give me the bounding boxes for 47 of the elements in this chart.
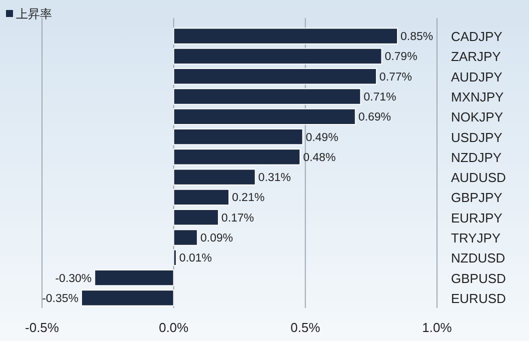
legend: 上昇率 xyxy=(6,7,52,21)
y-tick-label: EURUSD xyxy=(451,290,506,306)
y-tick-label: NZDJPY xyxy=(451,150,502,165)
y-tick-label: EURJPY xyxy=(451,210,503,226)
y-tick-label: ZARJPY xyxy=(451,49,502,64)
y-tick-label: AUDUSD xyxy=(451,170,506,186)
bar xyxy=(173,28,398,44)
bar xyxy=(173,88,362,105)
bar xyxy=(173,68,377,85)
bar xyxy=(173,48,382,65)
y-tick-label: NOKJPY xyxy=(451,110,504,125)
x-tick-label: 0.0% xyxy=(158,320,189,335)
data-label: 0.31% xyxy=(258,172,291,184)
data-label: 0.48% xyxy=(303,152,336,164)
data-label: 0.77% xyxy=(379,71,412,84)
bar xyxy=(173,168,256,186)
y-tick-label: AUDJPY xyxy=(451,69,503,84)
data-label: -0.30% xyxy=(55,272,92,285)
bar xyxy=(173,148,301,166)
bar xyxy=(173,209,219,226)
data-label: 0.49% xyxy=(306,132,338,144)
data-label: 0.85% xyxy=(400,31,434,44)
data-label: 0.17% xyxy=(221,212,254,224)
x-tick-label: -0.5% xyxy=(25,320,60,335)
data-label: 0.09% xyxy=(200,232,233,244)
y-tick-label: TRYJPY xyxy=(451,230,501,246)
data-label: 0.79% xyxy=(384,51,418,64)
bar xyxy=(173,229,198,246)
x-tick-label: 1.0% xyxy=(422,320,452,335)
y-tick-label: NZDUSD xyxy=(451,250,506,266)
data-label: 0.21% xyxy=(232,192,265,204)
y-tick-label: CADJPY xyxy=(451,29,503,44)
bar xyxy=(94,269,174,286)
bar xyxy=(81,290,174,306)
y-tick-label: USDJPY xyxy=(451,130,503,145)
x-tick-label: 0.5% xyxy=(290,320,321,335)
y-tick-label: MXNJPY xyxy=(451,90,504,104)
y-tick-label: GBPJPY xyxy=(451,190,503,206)
bar xyxy=(173,108,356,125)
data-label: -0.35% xyxy=(42,292,78,305)
bar xyxy=(173,249,177,266)
data-label: 0.01% xyxy=(179,252,212,265)
y-tick-label: GBPUSD xyxy=(451,270,506,286)
bar xyxy=(173,128,304,146)
bar xyxy=(173,188,230,206)
data-label: 0.69% xyxy=(358,112,391,124)
data-label: 0.71% xyxy=(364,92,396,104)
